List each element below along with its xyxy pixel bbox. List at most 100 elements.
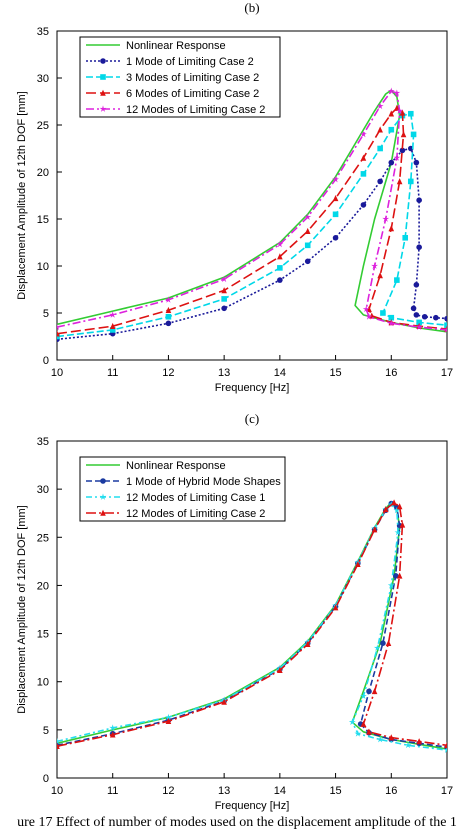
- y-tick-label-b: 30: [37, 73, 49, 85]
- data-point-3-modes-of-limiting-case-2: [388, 314, 395, 321]
- data-point-3-modes-of-limiting-case-2: [165, 313, 172, 320]
- data-point-6-modes-of-limiting-case-2: [221, 287, 227, 294]
- data-point-6-modes-of-limiting-case-2: [165, 306, 172, 313]
- series-line-nonlinear-response: [57, 501, 447, 750]
- data-point-3-modes-of-limiting-case-2: [380, 310, 386, 316]
- data-point-6-modes-of-limiting-case-2: [277, 253, 283, 260]
- data-point-12-modes-of-limiting-case-2: [387, 319, 395, 327]
- legend-marker-3-modes-of-limiting-case-2: [100, 74, 106, 80]
- y-tick-label-c: 15: [37, 629, 49, 641]
- x-tick-label-b: 10: [51, 367, 63, 379]
- data-point-12-modes-of-limiting-case-1: [348, 718, 356, 726]
- data-point-12-modes-of-limiting-case-2: [332, 175, 339, 183]
- data-point-1-mode-of-limiting-case-2: [413, 159, 420, 166]
- y-tick-label-c: 0: [43, 773, 49, 785]
- data-point-1-mode-of-hybrid-mode-shapes: [380, 640, 386, 646]
- data-point-12-modes-of-limiting-case-2: [355, 560, 361, 568]
- data-point-1-mode-of-limiting-case-2: [221, 305, 227, 312]
- plot-area-b: [57, 87, 447, 343]
- data-point-3-modes-of-limiting-case-2: [360, 171, 367, 177]
- data-point-12-modes-of-limiting-case-2: [109, 311, 117, 318]
- data-point-12-modes-of-limiting-case-2: [415, 323, 423, 331]
- data-point-6-modes-of-limiting-case-2: [388, 225, 395, 232]
- data-point-12-modes-of-limiting-case-2: [391, 499, 397, 506]
- y-axis-label-c: Displacement Amplitude of 12th DOF [mm]: [16, 505, 28, 713]
- y-tick-label-b: 15: [37, 214, 49, 226]
- data-point-1-mode-of-limiting-case-2: [277, 277, 283, 283]
- data-point-12-modes-of-limiting-case-1: [165, 713, 172, 721]
- x-tick-label-b: 16: [385, 367, 397, 379]
- series-line-12-modes-of-limiting-case-2: [57, 501, 447, 747]
- legend-marker-12-modes-of-limiting-case-1: [99, 493, 107, 500]
- x-tick-label-b: 13: [218, 367, 230, 379]
- y-axis-label-b: Displacement Amplitude of 12th DOF [mm]: [16, 91, 28, 299]
- data-point-12-modes-of-limiting-case-2: [385, 639, 392, 646]
- data-point-3-modes-of-limiting-case-2: [388, 126, 395, 133]
- data-point-12-modes-of-limiting-case-2: [396, 572, 403, 579]
- legend-entry-12-modes-of-limiting-case-2: 12 Modes of Limiting Case 2: [126, 104, 265, 116]
- legend-entry-1-mode-of-limiting-case-2: 1 Mode of Limiting Case 2: [126, 56, 254, 68]
- y-tick-label-b: 35: [37, 26, 49, 38]
- series-line-12-modes-of-limiting-case-1: [57, 503, 447, 751]
- data-point-12-modes-of-limiting-case-2: [366, 728, 372, 735]
- data-point-3-modes-of-limiting-case-2: [377, 145, 383, 152]
- legend-marker-6-modes-of-limiting-case-2: [100, 89, 106, 96]
- y-tick-label-c: 20: [37, 580, 49, 592]
- legend-entry-12-modes-of-limiting-case-2: 12 Modes of Limiting Case 2: [126, 508, 265, 520]
- data-point-3-modes-of-limiting-case-2: [407, 178, 414, 185]
- y-tick-label-c: 10: [37, 677, 49, 689]
- data-point-12-modes-of-limiting-case-2: [396, 503, 403, 510]
- data-point-12-modes-of-limiting-case-1: [387, 581, 395, 589]
- data-point-12-modes-of-limiting-case-1: [373, 644, 381, 651]
- data-point-1-mode-of-limiting-case-2: [304, 258, 311, 265]
- data-point-1-mode-of-hybrid-mode-shapes: [366, 688, 372, 695]
- legend-entry-6-modes-of-limiting-case-2: 6 Modes of Limiting Case 2: [126, 88, 259, 100]
- data-point-12-modes-of-limiting-case-2: [360, 130, 367, 138]
- data-point-12-modes-of-limiting-case-2: [332, 604, 339, 611]
- data-point-1-mode-of-limiting-case-2: [332, 235, 339, 241]
- x-tick-label-c: 13: [218, 785, 230, 797]
- x-tick-label-c: 17: [441, 785, 453, 797]
- data-point-1-mode-of-limiting-case-2: [413, 312, 420, 318]
- data-point-1-mode-of-limiting-case-2: [399, 147, 406, 154]
- data-point-12-modes-of-limiting-case-2: [443, 326, 447, 333]
- data-point-12-modes-of-limiting-case-2: [276, 240, 284, 248]
- y-tick-label-b: 20: [37, 167, 49, 179]
- legend-entry-1-mode-of-hybrid-mode-shapes: 1 Mode of Hybrid Mode Shapes: [126, 476, 281, 488]
- data-point-3-modes-of-limiting-case-2: [444, 322, 447, 329]
- legend-marker-12-modes-of-limiting-case-2: [99, 105, 107, 112]
- x-tick-label-c: 15: [329, 785, 341, 797]
- x-axis-label-c: Frequency [Hz]: [215, 800, 290, 812]
- data-point-3-modes-of-limiting-case-2: [277, 265, 283, 271]
- data-point-1-mode-of-limiting-case-2: [377, 178, 383, 185]
- data-point-12-modes-of-limiting-case-2: [371, 526, 378, 533]
- legend-entry-3-modes-of-limiting-case-2: 3 Modes of Limiting Case 2: [126, 72, 259, 84]
- legend-entry-nonlinear-response: Nonlinear Response: [126, 40, 226, 52]
- x-tick-label-c: 14: [274, 785, 286, 797]
- data-point-3-modes-of-limiting-case-2: [332, 211, 339, 218]
- data-point-6-modes-of-limiting-case-2: [394, 104, 400, 111]
- data-point-3-modes-of-limiting-case-2: [416, 319, 422, 326]
- series-line-nonlinear-response: [57, 89, 447, 333]
- legend-entry-nonlinear-response: Nonlinear Response: [126, 460, 226, 472]
- data-point-12-modes-of-limiting-case-1: [443, 746, 447, 753]
- data-point-6-modes-of-limiting-case-2: [377, 272, 383, 279]
- data-point-12-modes-of-limiting-case-2: [376, 102, 384, 110]
- data-point-12-modes-of-limiting-case-2: [277, 666, 283, 673]
- data-point-6-modes-of-limiting-case-2: [400, 131, 407, 138]
- data-point-12-modes-of-limiting-case-2: [416, 738, 422, 745]
- data-point-12-modes-of-limiting-case-2: [365, 313, 373, 320]
- data-point-6-modes-of-limiting-case-2: [368, 312, 375, 319]
- x-tick-label-b: 12: [162, 367, 174, 379]
- data-point-12-modes-of-limiting-case-2: [444, 741, 447, 749]
- data-point-1-mode-of-limiting-case-2: [433, 314, 439, 321]
- data-point-12-modes-of-limiting-case-1: [354, 730, 362, 737]
- legend-entry-12-modes-of-limiting-case-1: 12 Modes of Limiting Case 1: [126, 492, 265, 504]
- data-point-1-mode-of-limiting-case-2: [444, 315, 447, 322]
- data-point-12-modes-of-limiting-case-2: [220, 275, 228, 283]
- chart-panel-b: (b) 10 11 12 13 14 15 16 17 0 5 10 15 20 25 30 35 Frequen…: [16, 0, 453, 394]
- data-point-12-modes-of-limiting-case-2: [382, 215, 390, 222]
- data-point-12-modes-of-limiting-case-1: [57, 737, 61, 745]
- plot-frame-b: [56, 30, 448, 361]
- data-point-12-modes-of-limiting-case-2: [388, 734, 395, 741]
